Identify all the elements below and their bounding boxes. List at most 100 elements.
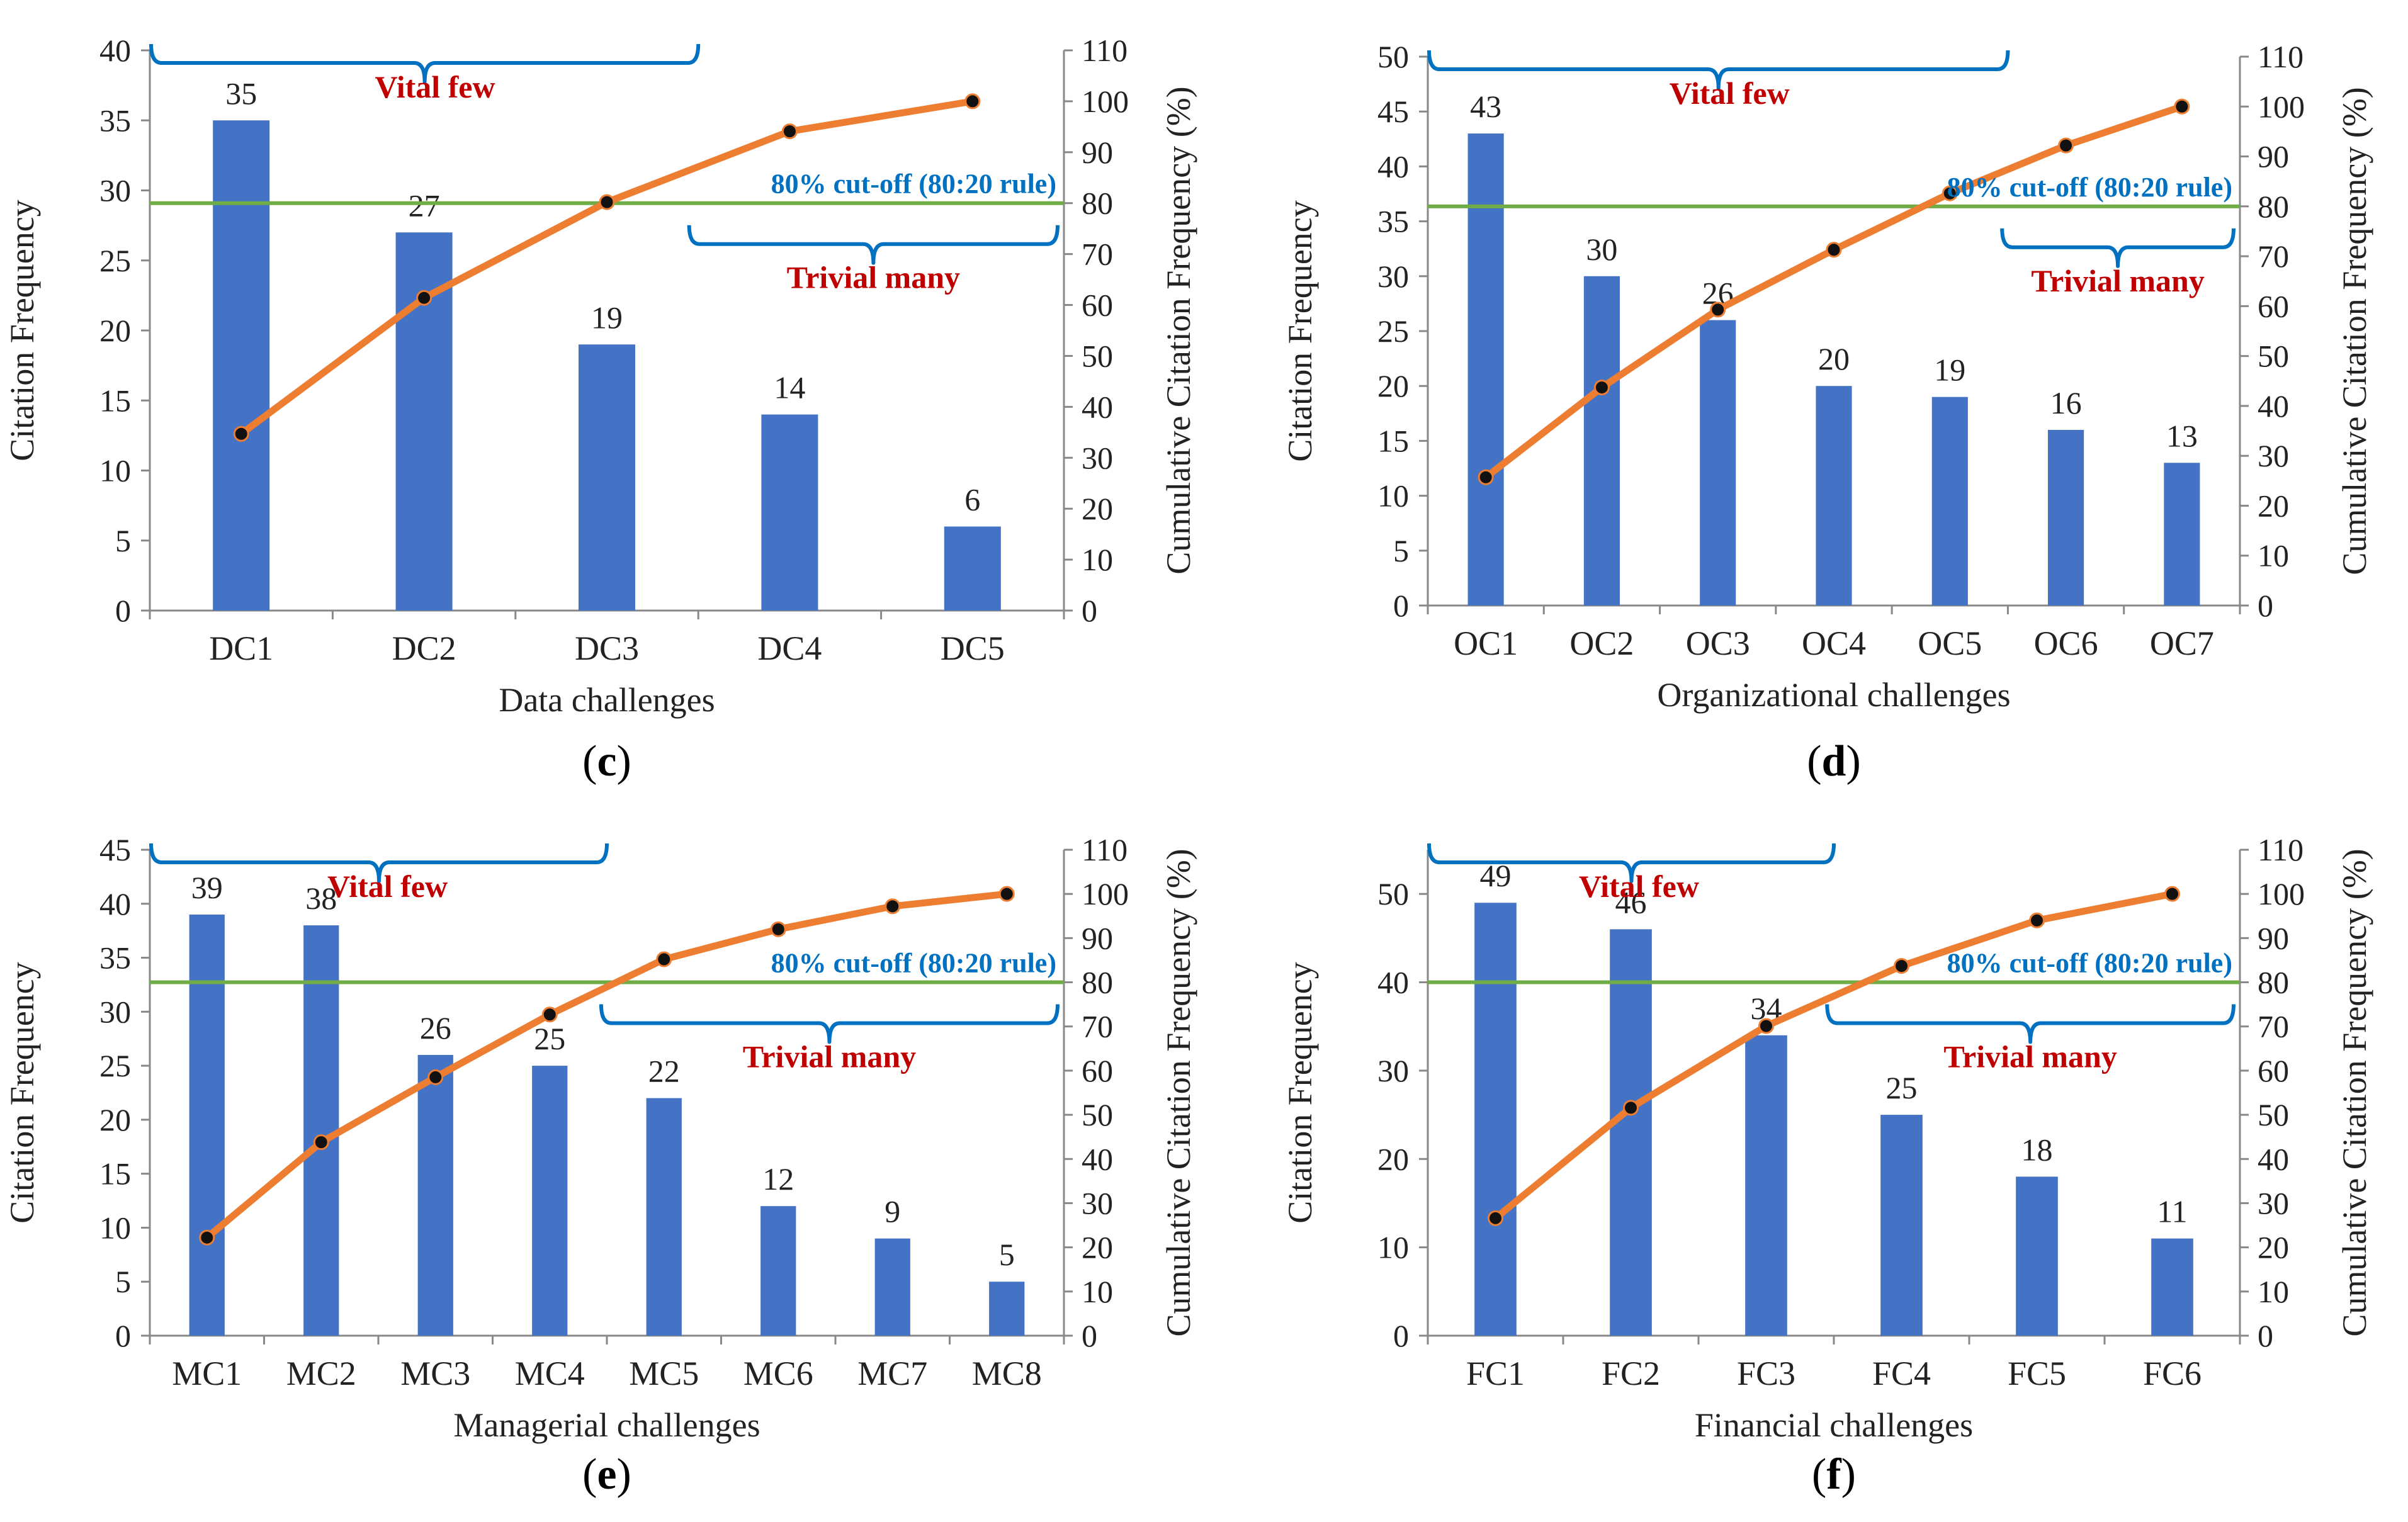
chart-panel-c: 0 5 10 15 20 25 30 35 40 0 10 20 30 40 50 60 70 80 90 100 11… bbox=[3, 33, 1197, 786]
bar-MC5 bbox=[646, 1098, 682, 1336]
bar-data-label: 25 bbox=[1886, 1070, 1918, 1105]
y-tick-label: 20 bbox=[99, 313, 131, 348]
cumulative-point bbox=[2029, 912, 2045, 928]
y-tick-label: 0 bbox=[1393, 1318, 1409, 1353]
y2-tick-label: 30 bbox=[1082, 440, 1113, 475]
y2-tick-label: 0 bbox=[2258, 1318, 2273, 1353]
y2-tick-label: 10 bbox=[2258, 1274, 2289, 1309]
cumulative-point bbox=[599, 194, 615, 210]
x-tick-label: MC4 bbox=[515, 1355, 585, 1392]
bar-data-label: 5 bbox=[999, 1237, 1015, 1272]
y2-tick-label: 90 bbox=[1082, 135, 1113, 170]
y2-tick-label: 10 bbox=[1082, 542, 1113, 577]
y-axis-title: Citation Frequency bbox=[3, 962, 41, 1223]
cumulative-point bbox=[1710, 302, 1726, 318]
y2-tick-label: 80 bbox=[2258, 189, 2289, 224]
cumulative-point bbox=[1942, 185, 1958, 201]
x-tick-label: FC2 bbox=[1602, 1355, 1660, 1392]
cutoff-label: 80% cut-off (80:20 rule) bbox=[771, 948, 1056, 979]
cumulative-point bbox=[1758, 1018, 1774, 1034]
cumulative-line bbox=[205, 890, 1007, 1241]
x-tick-label: OC1 bbox=[1454, 624, 1518, 662]
bar-data-label: 22 bbox=[648, 1054, 680, 1089]
bar-data-label: 14 bbox=[774, 370, 805, 405]
bar-FC1 bbox=[1474, 903, 1517, 1336]
cumulative-point bbox=[2174, 98, 2190, 115]
y2-tick-label: 0 bbox=[2258, 588, 2273, 623]
bar-OC7 bbox=[2164, 463, 2200, 606]
y2-tick-label: 80 bbox=[1082, 186, 1113, 221]
y2-tick-label: 30 bbox=[1082, 1185, 1113, 1220]
y2-tick-label: 100 bbox=[1082, 876, 1129, 911]
y-tick-label: 45 bbox=[1377, 94, 1409, 129]
x-tick-label: DC4 bbox=[757, 629, 822, 667]
cumulative-point bbox=[233, 426, 249, 442]
vital-few-label: Vital few bbox=[1579, 869, 1699, 904]
chart-panel-d: 0 5 10 15 20 25 30 35 40 45 50 0 10 20 30 40 50 60 70 80 90 1… bbox=[1281, 39, 2373, 786]
vital-few-brace bbox=[149, 43, 701, 84]
y-tick-label: 45 bbox=[99, 832, 131, 867]
y-tick-label: 35 bbox=[1377, 204, 1409, 239]
bar-DC5 bbox=[944, 526, 1001, 611]
bar-FC4 bbox=[1880, 1115, 1923, 1336]
chart-panel-f: 01020304050010203040506070809010011049FC… bbox=[1281, 832, 2373, 1499]
x-tick-label: FC4 bbox=[1872, 1355, 1931, 1392]
x-tick-label: OC7 bbox=[2150, 624, 2214, 662]
y-tick-label: 5 bbox=[1393, 533, 1409, 568]
y2-tick-label: 100 bbox=[2258, 89, 2305, 124]
y2-tick-label: 60 bbox=[1082, 1053, 1113, 1088]
y-axis-title: Citation Frequency bbox=[1281, 962, 1319, 1223]
y-tick-label: 30 bbox=[99, 173, 131, 208]
cutoff-label: 80% cut-off (80:20 rule) bbox=[771, 169, 1056, 200]
x-tick-label: DC2 bbox=[392, 629, 456, 667]
panel-label: (e) bbox=[582, 1450, 631, 1499]
cumulative-point bbox=[964, 93, 981, 110]
y-tick-label: 35 bbox=[99, 940, 131, 976]
y2-tick-label: 40 bbox=[1082, 389, 1113, 424]
y2-tick-label: 20 bbox=[2258, 1230, 2289, 1265]
y-tick-label: 40 bbox=[1377, 149, 1409, 184]
y-tick-label: 40 bbox=[99, 886, 131, 922]
bar-data-label: 12 bbox=[762, 1161, 794, 1197]
bar-MC8 bbox=[989, 1282, 1025, 1336]
bar-DC4 bbox=[761, 414, 818, 611]
y2-tick-label: 10 bbox=[1082, 1274, 1113, 1309]
y2-tick-label: 50 bbox=[1082, 1097, 1113, 1132]
y-tick-label: 20 bbox=[99, 1102, 131, 1137]
y2-tick-label: 50 bbox=[1082, 338, 1113, 373]
bar-data-label: 9 bbox=[885, 1194, 900, 1229]
y-tick-label: 15 bbox=[99, 383, 131, 418]
y2-tick-label: 20 bbox=[1082, 491, 1113, 526]
y-tick-label: 0 bbox=[115, 593, 131, 628]
y-axis-title: Citation Frequency bbox=[3, 200, 41, 461]
bar-MC1 bbox=[189, 914, 225, 1336]
panel-letter: d bbox=[1822, 737, 1846, 786]
cumulative-point bbox=[1894, 958, 1909, 974]
y-tick-label: 10 bbox=[99, 1210, 131, 1245]
y2-tick-label: 20 bbox=[2258, 488, 2289, 523]
y2-tick-label: 90 bbox=[2258, 139, 2289, 174]
x-tick-label: FC6 bbox=[2143, 1355, 2202, 1392]
bar-OC2 bbox=[1583, 276, 1620, 606]
cumulative-point bbox=[656, 951, 672, 967]
bar-data-label: 38 bbox=[305, 881, 337, 916]
bar-data-label: 30 bbox=[1586, 232, 1617, 267]
y-tick-label: 25 bbox=[99, 1048, 131, 1083]
x-tick-label: DC5 bbox=[941, 629, 1005, 667]
panel-letter: c bbox=[597, 737, 616, 786]
y2-tick-label: 40 bbox=[2258, 1141, 2289, 1176]
x-axis-title: Financial challenges bbox=[1695, 1406, 1973, 1444]
panel-label: (d) bbox=[1807, 737, 1861, 786]
y2-tick-label: 80 bbox=[2258, 965, 2289, 1000]
x-tick-label: OC2 bbox=[1569, 624, 1634, 662]
bar-data-label: 26 bbox=[420, 1010, 451, 1046]
bar-data-label: 46 bbox=[1615, 884, 1647, 920]
y2-tick-label: 60 bbox=[2258, 288, 2289, 324]
x-tick-label: MC6 bbox=[743, 1355, 813, 1392]
x-tick-label: FC1 bbox=[1466, 1355, 1525, 1392]
bar-DC1 bbox=[213, 120, 270, 611]
bar-data-label: 39 bbox=[191, 870, 223, 905]
x-tick-label: OC4 bbox=[1802, 624, 1866, 662]
cutoff-label: 80% cut-off (80:20 rule) bbox=[1947, 948, 2232, 979]
trivial-many-brace bbox=[1825, 1004, 2236, 1044]
